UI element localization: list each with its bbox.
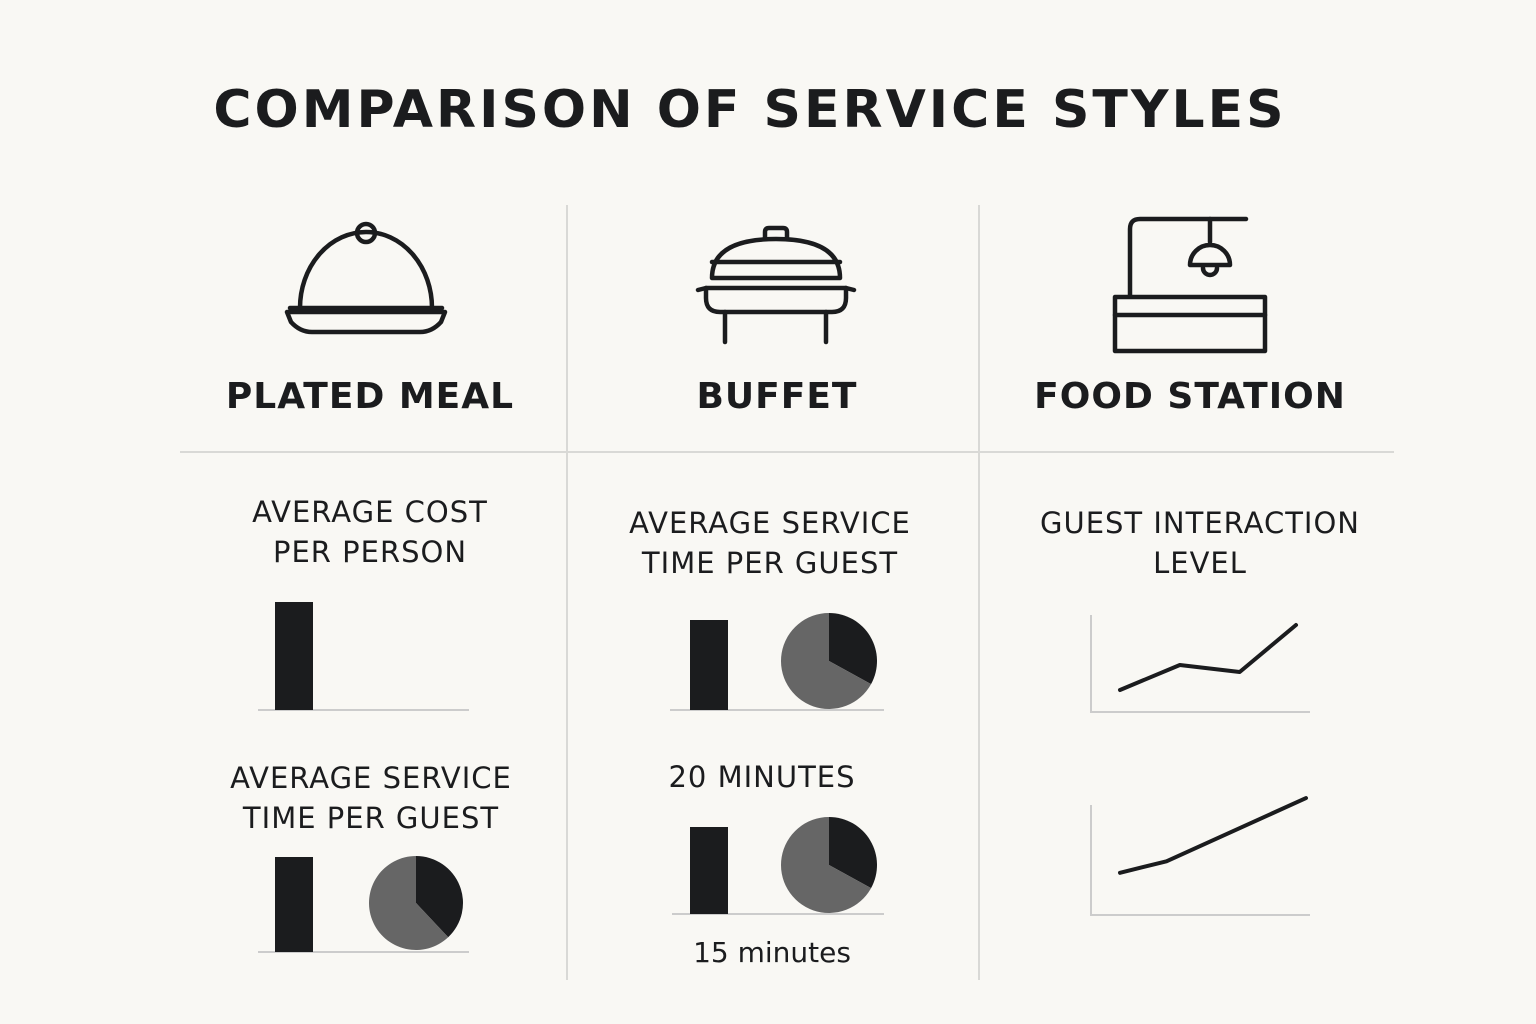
label-line: AVERAGE SERVICE bbox=[230, 761, 512, 795]
pie-slice bbox=[781, 613, 872, 709]
chart-axes bbox=[1090, 615, 1310, 713]
panel-label: AVERAGE COST PER PERSON bbox=[180, 492, 560, 572]
chart-series-line bbox=[1118, 623, 1298, 692]
label-line: AVERAGE SERVICE bbox=[629, 506, 911, 540]
panel-label: GUEST INTERACTION LEVEL bbox=[1010, 503, 1390, 583]
column-divider-2 bbox=[978, 205, 980, 980]
label-line: PER PERSON bbox=[272, 535, 468, 569]
panel-label: AVERAGE SERVICE TIME PER GUEST bbox=[580, 503, 960, 583]
chart-bar bbox=[690, 827, 728, 914]
page-title: COMPARISON OF SERVICE STYLES bbox=[213, 80, 1287, 140]
chart-bar bbox=[275, 857, 313, 952]
row-divider bbox=[180, 451, 1394, 453]
column-title-food-station: FOOD STATION bbox=[1034, 376, 1346, 417]
chart-series-line bbox=[1118, 796, 1308, 875]
column-divider-1 bbox=[566, 205, 568, 980]
pie-slice bbox=[416, 856, 463, 938]
pie-slice bbox=[829, 612, 878, 685]
label-line: 20 MINUTES bbox=[668, 760, 856, 794]
panel-label: 20 MINUTES bbox=[572, 757, 952, 797]
panel-caption: 15 minutes bbox=[693, 936, 851, 969]
chart-bar bbox=[690, 620, 728, 710]
panel-label: AVERAGE SERVICE TIME PER GUEST bbox=[181, 758, 561, 838]
label-line: GUEST INTERACTION bbox=[1040, 506, 1360, 540]
label-line: LEVEL bbox=[1153, 546, 1247, 580]
pie-slice bbox=[369, 856, 449, 950]
column-title-plated-meal: PLATED MEAL bbox=[225, 376, 515, 417]
chart-axes bbox=[1090, 805, 1310, 916]
pie-slice bbox=[781, 817, 872, 913]
label-line: AVERAGE COST bbox=[252, 495, 488, 529]
pie-slice bbox=[829, 817, 878, 889]
label-line: TIME PER GUEST bbox=[242, 801, 500, 835]
chart-bar bbox=[275, 602, 313, 710]
column-title-buffet: BUFFET bbox=[696, 376, 858, 417]
label-line: TIME PER GUEST bbox=[641, 546, 899, 580]
